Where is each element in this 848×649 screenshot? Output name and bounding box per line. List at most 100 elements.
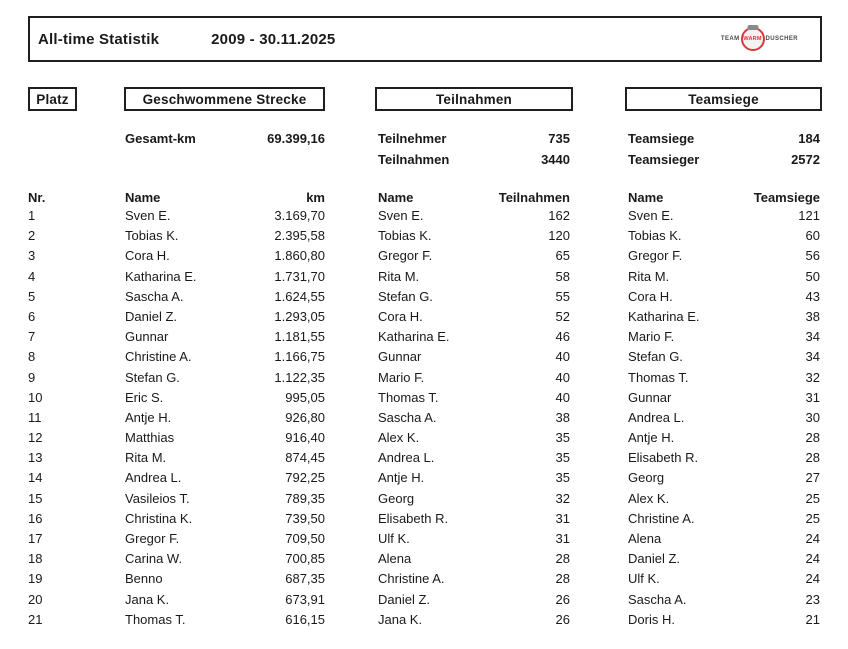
km-name-cell: Vasileios T. bbox=[125, 490, 190, 506]
teamsiege-value-cell: 21 bbox=[805, 611, 820, 627]
km-value-cell: 687,35 bbox=[285, 571, 325, 587]
table-row: 11 Antje H. 926,80 Sascha A. 38 Andrea L… bbox=[28, 410, 820, 430]
teilnahmen-value-cell: 31 bbox=[555, 531, 570, 546]
rank-cell: 10 bbox=[28, 389, 43, 405]
table-header-row: Nr. Name km Name Teilnahmen Name Teamsie… bbox=[28, 190, 820, 206]
teamsiege-name-cell: Sascha A. bbox=[628, 591, 687, 607]
teilnahmen-name-cell: Georg bbox=[378, 490, 415, 506]
teilnehmer-label: Teilnehmer bbox=[378, 131, 447, 146]
teamsiege-name-cell: Katharina E. bbox=[628, 308, 700, 324]
teamsiege-name-cell: Gunnar bbox=[628, 389, 672, 405]
teamsiege-value-cell: 24 bbox=[805, 551, 820, 567]
table-row: 21 Thomas T. 616,15 Jana K. 26 Doris H. … bbox=[28, 612, 820, 632]
teilnahmen-value-cell: 26 bbox=[555, 591, 570, 607]
teamsiege-name-cell: Andrea L. bbox=[628, 409, 685, 425]
rank-cell: 17 bbox=[28, 531, 43, 546]
col-header-km-name: Name bbox=[125, 190, 161, 205]
teilnahmen-value-cell: 35 bbox=[555, 430, 570, 446]
logo-circle-icon: WARM bbox=[740, 25, 765, 51]
teamsiege-value-cell: 34 bbox=[805, 349, 820, 365]
rank-cell: 18 bbox=[28, 551, 43, 567]
teamsiege-name-cell: Daniel Z. bbox=[628, 551, 681, 567]
table-row: 16 Christina K. 739,50 Elisabeth R. 31 C… bbox=[28, 511, 820, 531]
table-row: 20 Jana K. 673,91 Daniel Z. 26 Sascha A.… bbox=[28, 592, 820, 612]
table-row: 5 Sascha A. 1.624,55 Stefan G. 55 Cora H… bbox=[28, 289, 820, 309]
rank-cell: 3 bbox=[28, 248, 36, 264]
teamsiege-value-cell: 38 bbox=[805, 308, 820, 324]
teamsiege-name-cell: Thomas T. bbox=[628, 369, 689, 385]
teamsiege-name-cell: Tobias K. bbox=[628, 228, 682, 244]
teilnahmen-name-cell: Katharina E. bbox=[378, 329, 450, 345]
teamsiege-value-cell: 24 bbox=[805, 571, 820, 587]
teilnahmen-value-cell: 55 bbox=[555, 288, 570, 304]
teamsiege-name-cell: Alena bbox=[628, 531, 662, 546]
gesamt-km-label: Gesamt-km bbox=[125, 131, 196, 146]
km-name-cell: Katharina E. bbox=[125, 268, 197, 284]
km-name-cell: Matthias bbox=[125, 430, 175, 446]
teamsiege-name-cell: Cora H. bbox=[628, 288, 673, 304]
km-name-cell: Stefan G. bbox=[125, 369, 180, 385]
rank-cell: 4 bbox=[28, 268, 36, 284]
teamsiege-name-cell: Elisabeth R. bbox=[628, 450, 699, 466]
km-name-cell: Tobias K. bbox=[125, 228, 179, 244]
km-value-cell: 700,85 bbox=[285, 551, 325, 567]
page-title: All-time Statistik bbox=[38, 30, 160, 48]
rank-cell: 15 bbox=[28, 490, 43, 506]
km-value-cell: 3.169,70 bbox=[274, 208, 325, 223]
km-name-cell: Gunnar bbox=[125, 329, 169, 345]
rank-cell: 12 bbox=[28, 430, 43, 446]
teilnahmen-name-cell: Gregor F. bbox=[378, 248, 433, 264]
gesamt-km-value: 69.399,16 bbox=[267, 131, 325, 146]
teamsiege-label: Teamsiege bbox=[628, 131, 695, 146]
rank-cell: 7 bbox=[28, 329, 36, 345]
table-body: 1 Sven E. 3.169,70 Sven E. 162 Sven E. 1… bbox=[28, 208, 820, 632]
teamsiege-value-cell: 25 bbox=[805, 510, 820, 526]
km-name-cell: Christine A. bbox=[125, 349, 192, 365]
teamsiege-name-cell: Mario F. bbox=[628, 329, 675, 345]
teilnahmen-value-cell: 40 bbox=[555, 389, 570, 405]
km-name-cell: Cora H. bbox=[125, 248, 170, 264]
col-header-teamsiege: Teamsiege bbox=[753, 190, 820, 205]
table-row: 17 Gregor F. 709,50 Ulf K. 31 Alena 24 bbox=[28, 531, 820, 551]
table-row: 2 Tobias K. 2.395,58 Tobias K. 120 Tobia… bbox=[28, 228, 820, 248]
rank-cell: 13 bbox=[28, 450, 43, 466]
km-name-cell: Daniel Z. bbox=[125, 308, 178, 324]
teilnahmen-name-cell: Sascha A. bbox=[378, 409, 437, 425]
table-row: 10 Eric S. 995,05 Thomas T. 40 Gunnar 31 bbox=[28, 390, 820, 410]
rank-cell: 14 bbox=[28, 470, 43, 486]
teilnahmen-value-cell: 35 bbox=[555, 450, 570, 466]
teilnahmen-name-cell: Antje H. bbox=[378, 470, 425, 486]
teamsiege-name-cell: Gregor F. bbox=[628, 248, 683, 264]
teamsiege-name-cell: Christine A. bbox=[628, 510, 695, 526]
teamsiege-value-cell: 34 bbox=[805, 329, 820, 345]
table-row: 19 Benno 687,35 Christine A. 28 Ulf K. 2… bbox=[28, 571, 820, 591]
teilnahmen-name-cell: Mario F. bbox=[378, 369, 425, 385]
table-row: 13 Rita M. 874,45 Andrea L. 35 Elisabeth… bbox=[28, 450, 820, 470]
teilnahmen-value-cell: 52 bbox=[555, 308, 570, 324]
table-row: 14 Andrea L. 792,25 Antje H. 35 Georg 27 bbox=[28, 470, 820, 490]
km-name-cell: Eric S. bbox=[125, 389, 164, 405]
rank-cell: 20 bbox=[28, 591, 43, 607]
table-row: 18 Carina W. 700,85 Alena 28 Daniel Z. 2… bbox=[28, 551, 820, 571]
teamsiege-name-cell: Sven E. bbox=[628, 208, 674, 223]
teilnahmen-name-cell: Andrea L. bbox=[378, 450, 435, 466]
teamsiege-name-cell: Stefan G. bbox=[628, 349, 683, 365]
logo-text-warm: WARM bbox=[743, 36, 762, 42]
km-name-cell: Christina K. bbox=[125, 510, 193, 526]
col-header-tn-name: Name bbox=[378, 190, 414, 205]
teamsiege-name-cell: Alex K. bbox=[628, 490, 670, 506]
teilnahmen-name-cell: Christine A. bbox=[378, 571, 445, 587]
teilnahmen-name-cell: Thomas T. bbox=[378, 389, 439, 405]
km-name-cell: Antje H. bbox=[125, 409, 172, 425]
rank-cell: 21 bbox=[28, 611, 43, 627]
teamsiege-value-cell: 24 bbox=[805, 531, 820, 546]
col-header-nr: Nr. bbox=[28, 190, 46, 205]
teilnahmen-name-cell: Rita M. bbox=[378, 268, 420, 284]
summary-row: Teilnahmen 3440 Teamsieger 2572 bbox=[28, 152, 820, 173]
teilnahmen-value-cell: 31 bbox=[555, 510, 570, 526]
km-value-cell: 1.166,75 bbox=[274, 349, 325, 365]
teilnahmen-value: 3440 bbox=[541, 151, 570, 167]
km-name-cell: Gregor F. bbox=[125, 531, 180, 546]
teilnahmen-value-cell: 28 bbox=[555, 571, 570, 587]
teilnehmer-value: 735 bbox=[548, 131, 570, 146]
